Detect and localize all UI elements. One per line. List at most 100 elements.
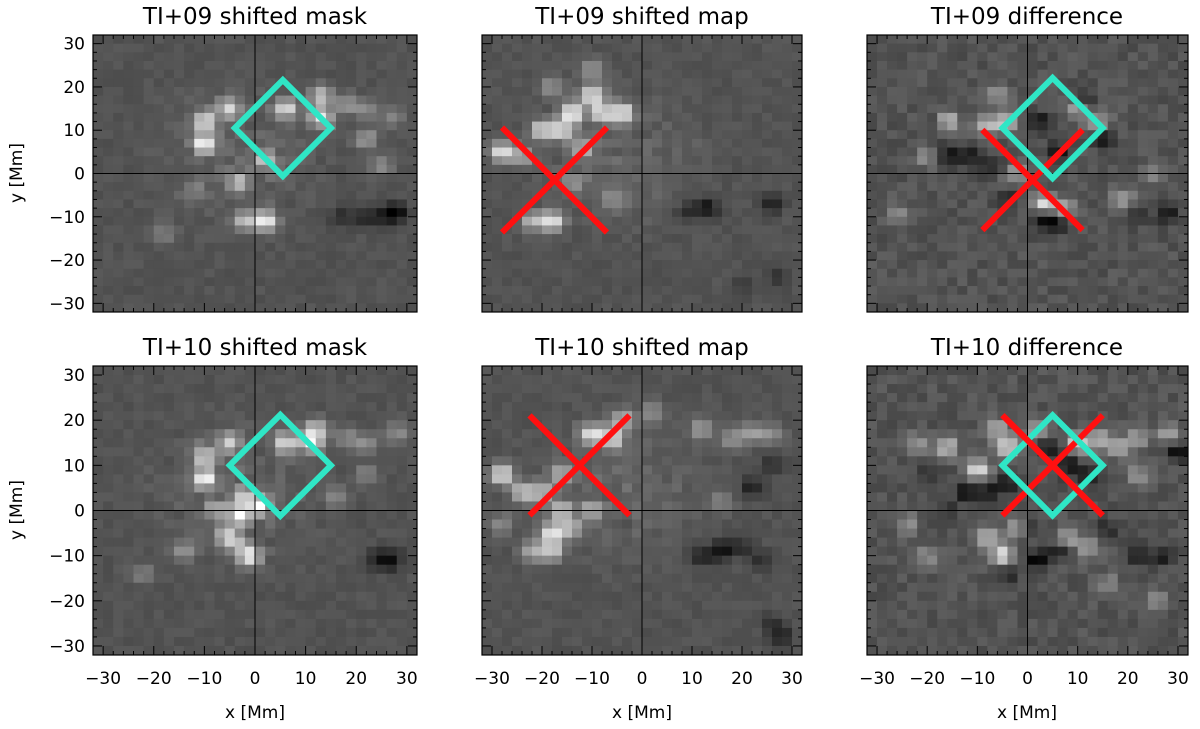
- heatmap-cell: [143, 303, 155, 312]
- heatmap-cell: [937, 199, 948, 209]
- heatmap-cell: [366, 492, 378, 503]
- heatmap-cell: [204, 86, 216, 97]
- heatmap-cell: [406, 411, 417, 421]
- heatmap-cell: [1157, 277, 1169, 287]
- heatmap-cell: [937, 43, 948, 53]
- heatmap-cell: [542, 303, 553, 312]
- heatmap-cell: [143, 627, 155, 638]
- heatmap-cell: [163, 69, 175, 79]
- x-tick-label: 20: [345, 669, 367, 689]
- heatmap-cell: [702, 277, 713, 287]
- heatmap-cell: [642, 78, 653, 88]
- heatmap-cell: [366, 483, 378, 494]
- heatmap-cell: [275, 591, 286, 602]
- heatmap-cell: [997, 303, 1009, 312]
- heatmap-cell: [163, 510, 175, 521]
- heatmap-cell: [512, 366, 523, 376]
- heatmap-cell: [742, 112, 753, 123]
- heatmap-cell: [376, 294, 388, 304]
- heatmap-cell: [325, 573, 337, 584]
- heatmap-cell: [275, 277, 286, 287]
- cross-marker: [980, 127, 1085, 233]
- heatmap-cell: [1177, 286, 1188, 296]
- heatmap-cell: [562, 260, 573, 270]
- heatmap-cell: [285, 528, 297, 539]
- heatmap-cell: [987, 86, 999, 97]
- heatmap-cell: [204, 510, 216, 521]
- heatmap-cell: [792, 147, 802, 157]
- heatmap-cell: [492, 492, 503, 503]
- heatmap-cell: [163, 303, 175, 312]
- heatmap-cell: [917, 268, 928, 278]
- heatmap-cell: [174, 242, 185, 253]
- heatmap-cell: [1007, 60, 1019, 71]
- heatmap-cell: [265, 474, 276, 485]
- heatmap-cell: [285, 190, 297, 201]
- heatmap-cell: [652, 173, 663, 183]
- heatmap-cell: [702, 78, 713, 88]
- heatmap-cell: [562, 112, 573, 123]
- heatmap-cell: [234, 393, 246, 403]
- heatmap-cell: [356, 501, 367, 512]
- heatmap-cell: [255, 636, 266, 647]
- heatmap-cell: [396, 636, 408, 647]
- heatmap-cell: [662, 156, 673, 166]
- heatmap-cell: [396, 573, 408, 584]
- heatmap-cell: [1117, 121, 1129, 131]
- heatmap-cell: [532, 393, 543, 403]
- heatmap-cell: [502, 69, 513, 79]
- heatmap-cell: [123, 483, 135, 494]
- heatmap-cell: [652, 60, 663, 71]
- heatmap-cell: [572, 438, 583, 448]
- heatmap-cell: [113, 156, 124, 166]
- heatmap-cell: [163, 277, 175, 287]
- heatmap-cell: [255, 190, 266, 201]
- heatmap-cell: [592, 35, 603, 45]
- heatmap-cell: [153, 199, 165, 209]
- heatmap-cell: [662, 216, 673, 227]
- heatmap-cell: [174, 564, 185, 575]
- heatmap-cell: [742, 60, 753, 71]
- heatmap-cell: [214, 294, 226, 304]
- heatmap-cell: [512, 182, 523, 192]
- heatmap-cell: [722, 78, 733, 88]
- heatmap-cell: [305, 260, 317, 270]
- heatmap-cell: [396, 277, 408, 287]
- heatmap-cell: [133, 104, 145, 114]
- heatmap-cell: [592, 95, 603, 105]
- heatmap-cell: [224, 260, 236, 270]
- heatmap-cell: [295, 609, 307, 620]
- heatmap-cell: [682, 130, 693, 140]
- heatmap-cell: [275, 483, 286, 494]
- heatmap-cell: [1047, 130, 1059, 140]
- heatmap-cell: [492, 609, 503, 620]
- heatmap-cell: [366, 286, 378, 296]
- heatmap-cell: [1087, 208, 1099, 218]
- heatmap-cell: [275, 582, 286, 593]
- heatmap-cell: [244, 251, 256, 261]
- panel-title: TI+10 shifted map: [534, 335, 749, 361]
- heatmap-cell: [782, 121, 793, 131]
- heatmap-cell: [1137, 60, 1149, 71]
- heatmap-cell: [552, 268, 563, 278]
- heatmap-cell: [977, 78, 988, 88]
- heatmap-cell: [174, 199, 185, 209]
- heatmap-cell: [194, 573, 205, 584]
- heatmap-cell: [502, 636, 513, 647]
- heatmap-cell: [582, 492, 593, 503]
- heatmap-cell: [103, 447, 114, 457]
- heatmap-cell: [366, 156, 378, 166]
- heatmap-cell: [346, 208, 357, 218]
- heatmap-cell: [346, 43, 357, 53]
- heatmap-cell: [562, 60, 573, 71]
- heatmap-cell: [1177, 112, 1188, 123]
- heatmap-cell: [386, 190, 398, 201]
- heatmap-cell: [722, 121, 733, 131]
- heatmap-cell: [123, 121, 135, 131]
- heatmap-cell: [632, 60, 643, 71]
- heatmap-cell: [612, 216, 623, 227]
- heatmap-cell: [732, 260, 743, 270]
- heatmap-cell: [1167, 225, 1179, 235]
- heatmap-cell: [366, 268, 378, 278]
- heatmap-cell: [103, 173, 114, 183]
